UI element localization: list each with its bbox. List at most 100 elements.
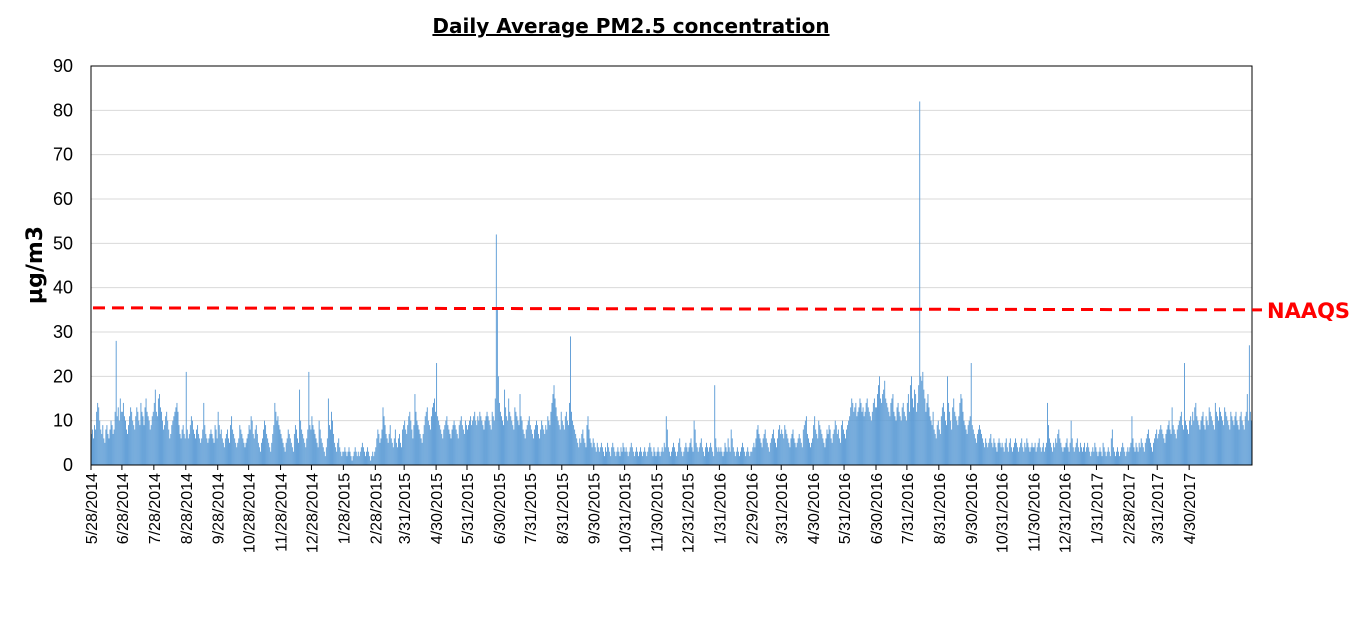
- bar: [1114, 456, 1116, 465]
- bar: [149, 429, 151, 465]
- bar: [445, 420, 447, 465]
- bar: [1056, 442, 1058, 465]
- bar: [276, 420, 278, 465]
- bar: [1184, 363, 1185, 465]
- bar: [467, 429, 468, 465]
- bar: [123, 416, 125, 465]
- bar: [298, 442, 299, 465]
- bar: [421, 442, 423, 465]
- bar: [463, 433, 465, 465]
- bar: [1213, 429, 1215, 465]
- bar: [566, 420, 568, 465]
- bar: [676, 456, 678, 465]
- bar: [908, 411, 910, 465]
- bar: [591, 447, 593, 465]
- bar: [809, 442, 810, 465]
- bar: [915, 394, 917, 465]
- bar: [125, 420, 126, 465]
- bar: [1160, 425, 1162, 465]
- bar: [1096, 451, 1098, 465]
- bar: [818, 420, 820, 465]
- bar: [536, 420, 537, 465]
- bar: [1179, 416, 1181, 465]
- y-tick-label: 10: [53, 411, 73, 431]
- x-tick-label: 1/28/2015: [336, 473, 353, 544]
- x-tick-label: 5/28/2014: [84, 473, 101, 544]
- bar: [1047, 402, 1048, 465]
- bar: [182, 425, 184, 465]
- bar: [428, 425, 430, 465]
- bar: [410, 420, 412, 465]
- bar: [1223, 425, 1225, 465]
- bar: [232, 429, 234, 465]
- bar: [877, 394, 878, 465]
- bar: [460, 416, 462, 465]
- bar: [847, 425, 849, 465]
- x-axis-ticks: 5/28/2014 6/28/2014 7/28/2014 8/28/2014 9/28…: [84, 465, 1199, 553]
- bar: [365, 456, 366, 465]
- bar: [186, 429, 188, 465]
- bar: [1039, 447, 1041, 465]
- bar: [896, 407, 898, 465]
- x-tick-label: 7/28/2014: [147, 473, 164, 544]
- bar: [753, 442, 755, 465]
- bar: [661, 447, 663, 465]
- bar: [1013, 447, 1014, 465]
- bar: [107, 433, 109, 465]
- bar: [580, 442, 582, 465]
- bar: [791, 433, 793, 465]
- bar: [1091, 451, 1093, 465]
- bar: [616, 451, 618, 465]
- bar: [161, 411, 162, 465]
- x-tick-label: 2/29/2016: [744, 473, 761, 544]
- bar: [238, 438, 240, 465]
- bar: [902, 402, 904, 465]
- bar: [1086, 447, 1088, 465]
- bar: [1164, 442, 1166, 465]
- bar: [1176, 429, 1178, 465]
- bar: [494, 398, 496, 465]
- x-tick-label: 5/31/2015: [460, 473, 477, 544]
- bar: [1233, 425, 1235, 465]
- bar: [800, 442, 802, 465]
- bar: [986, 442, 988, 465]
- bar: [266, 433, 268, 465]
- bar: [552, 394, 554, 465]
- bar: [154, 389, 156, 465]
- bar: [260, 442, 262, 465]
- bar: [664, 447, 666, 465]
- bar: [353, 451, 355, 465]
- bar: [964, 425, 966, 465]
- bar: [519, 394, 521, 465]
- bar: [858, 407, 860, 465]
- bar: [793, 438, 795, 465]
- bar: [1079, 442, 1081, 465]
- bar: [1236, 420, 1238, 465]
- bar: [472, 420, 474, 465]
- bar: [119, 398, 121, 465]
- bar: [171, 425, 173, 465]
- bar: [258, 447, 260, 465]
- bar: [345, 451, 347, 465]
- bar: [499, 411, 501, 465]
- bar: [493, 420, 495, 465]
- bar: [332, 420, 333, 465]
- bar: [242, 438, 244, 465]
- bar: [1210, 416, 1212, 465]
- bar: [235, 442, 237, 465]
- x-tick-label: 4/30/2016: [806, 473, 823, 544]
- bar: [351, 460, 353, 465]
- bar: [612, 442, 614, 465]
- bar: [369, 456, 371, 465]
- bar: [959, 402, 961, 465]
- bar: [849, 416, 851, 465]
- bar: [585, 447, 587, 465]
- bar: [430, 416, 432, 465]
- bar: [308, 371, 310, 465]
- bar: [294, 425, 296, 465]
- x-tick-label: 11/30/2016: [1027, 473, 1044, 552]
- bar: [949, 411, 951, 465]
- x-tick-label: 12/31/2016: [1058, 473, 1075, 553]
- bar: [94, 425, 96, 465]
- bar: [626, 451, 628, 465]
